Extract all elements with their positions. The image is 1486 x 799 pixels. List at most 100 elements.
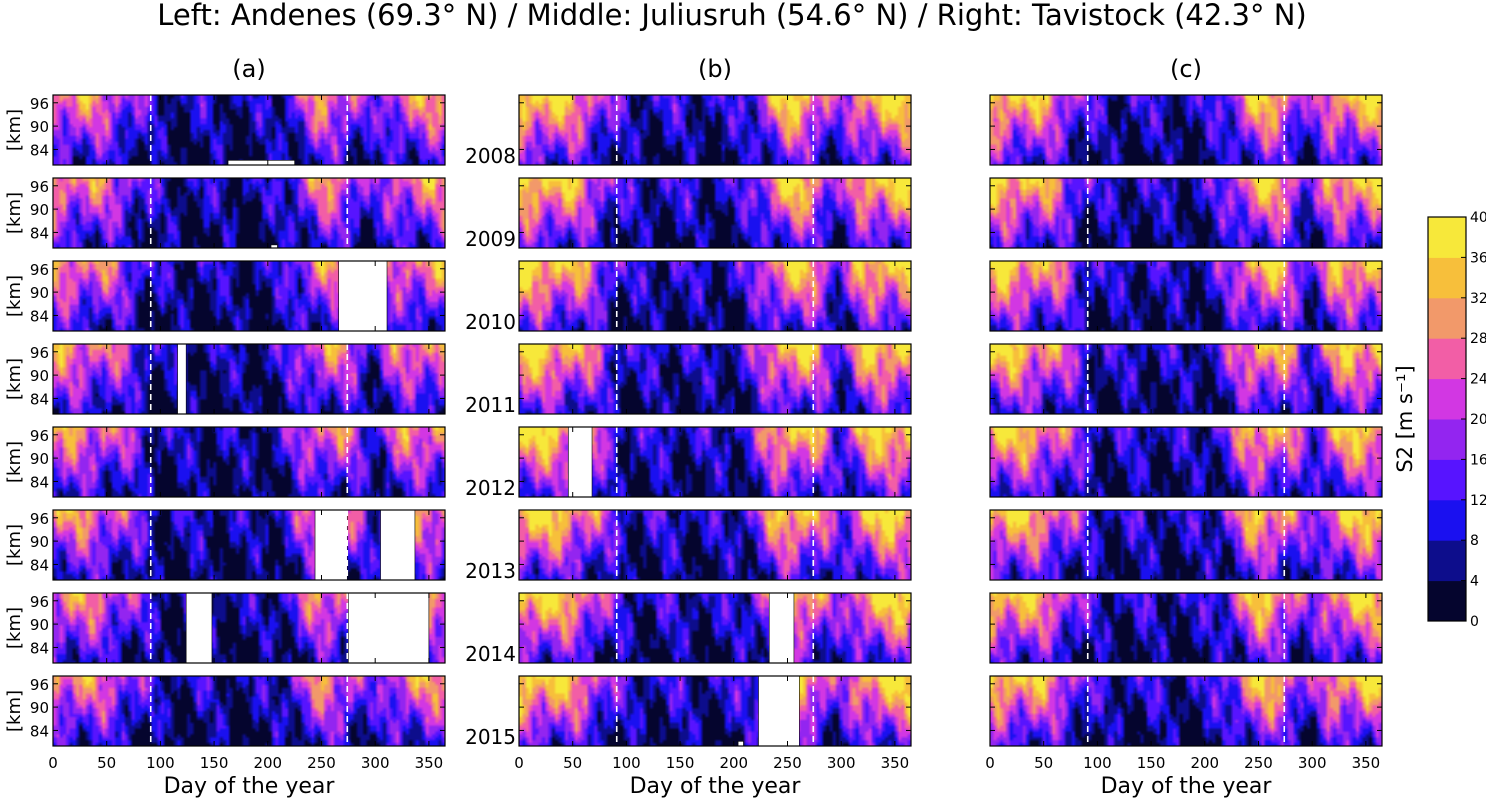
panel-juliusruh-2015: 2015 0 50 100 150 200 250 300 350 Day of the year <box>465 675 912 799</box>
x-axis-label: Day of the year <box>630 774 802 799</box>
panel-frame <box>52 592 446 664</box>
panel-frame <box>989 675 1383 747</box>
y-tick-label: 90 <box>30 699 49 717</box>
colorbar-band <box>1428 580 1466 622</box>
x-axis-label: Day of the year <box>164 774 336 799</box>
y-tick-label: 90 <box>30 616 49 634</box>
year-label: 2015 <box>465 725 516 749</box>
contour-field <box>990 593 1382 663</box>
panel-frame <box>989 260 1383 332</box>
panel-juliusruh-2010: 2010 <box>465 260 912 334</box>
panel-tavistock-2014 <box>989 592 1383 664</box>
contour-field <box>990 261 1382 331</box>
year-label: 2011 <box>465 393 516 417</box>
panel-frame <box>989 592 1383 664</box>
y-tick-label: 84 <box>30 639 49 657</box>
panel-frame <box>518 509 912 581</box>
y-axis-label: [km] <box>4 607 25 649</box>
panel-frame <box>989 343 1383 415</box>
colorbar-band <box>1428 297 1466 339</box>
contour-field <box>53 178 445 248</box>
x-tick-label: 300 <box>827 754 856 772</box>
contour-field <box>53 676 445 746</box>
y-tick-label: 96 <box>30 344 49 362</box>
y-tick-label: 84 <box>30 556 49 574</box>
panel-frame <box>989 177 1383 249</box>
panel-frame <box>518 94 912 166</box>
panel-frame <box>518 592 912 664</box>
contour-field <box>519 344 911 414</box>
y-tick-label: 96 <box>30 95 49 113</box>
panel-andenes-2012: 84 90 96 [km] <box>4 426 446 498</box>
panel-andenes-2013: 84 90 96 [km] <box>4 509 446 581</box>
year-label: 2012 <box>465 476 516 500</box>
y-axis-label: [km] <box>4 275 25 317</box>
x-tick-label: 300 <box>1298 754 1327 772</box>
colorbar-band <box>1428 459 1466 501</box>
colorbar-tick-label: 0 <box>1470 614 1479 630</box>
panel-juliusruh-2011: 2011 <box>465 343 912 417</box>
contour-field <box>53 427 445 497</box>
colorbar-band <box>1428 257 1466 299</box>
x-tick-label: 150 <box>200 754 229 772</box>
panel-tavistock-2013 <box>989 509 1383 581</box>
panel-juliusruh-2013: 2013 <box>465 509 912 583</box>
x-tick-label: 50 <box>563 754 582 772</box>
contour-field <box>990 178 1382 248</box>
data-gap <box>568 426 593 498</box>
panel-tavistock-2012 <box>989 426 1383 498</box>
colorbar-tick-label: 36 <box>1470 250 1486 266</box>
year-label: 2014 <box>465 642 516 666</box>
colorbar-tick-label: 28 <box>1470 331 1486 347</box>
colorbar-tick-label: 40 <box>1470 210 1486 226</box>
y-tick-label: 90 <box>30 367 49 385</box>
x-tick-label: 150 <box>1137 754 1166 772</box>
contour-field <box>53 95 445 165</box>
x-tick-label: 350 <box>415 754 444 772</box>
x-tick-label: 0 <box>985 754 995 772</box>
y-axis-label: [km] <box>4 441 25 483</box>
colorbar-tick-label: 32 <box>1470 291 1486 307</box>
panel-frame <box>518 260 912 332</box>
contour-field <box>519 261 911 331</box>
panel-frame <box>989 94 1383 166</box>
x-tick-label: 50 <box>97 754 116 772</box>
colorbar-band <box>1428 217 1466 258</box>
year-label: 2009 <box>465 227 516 251</box>
x-tick-label: 50 <box>1034 754 1053 772</box>
panel-tavistock-2010 <box>989 260 1383 332</box>
data-gap <box>177 343 187 415</box>
contour-field <box>990 510 1382 580</box>
y-tick-label: 96 <box>30 593 49 611</box>
y-tick-label: 84 <box>30 473 49 491</box>
y-tick-label: 90 <box>30 201 49 219</box>
contour-field <box>990 676 1382 746</box>
panel-andenes-2015: 84 90 96 [km] 0 50 100 150 200 250 300 350 Day of th… <box>4 675 446 799</box>
year-label: 2008 <box>465 144 516 168</box>
panel-frame <box>518 343 912 415</box>
contour-field <box>519 95 911 165</box>
colorbar-label: S2 [m s⁻¹] <box>1393 365 1417 472</box>
data-gap <box>338 260 388 332</box>
colorbar-tick-label: 12 <box>1470 493 1486 509</box>
data-gap <box>768 592 795 664</box>
data-gap <box>758 675 800 747</box>
panel-juliusruh-2012: 2012 <box>465 426 912 500</box>
y-tick-label: 90 <box>30 450 49 468</box>
panel-andenes-2009: 84 90 96 [km] <box>4 177 446 249</box>
y-axis-label: [km] <box>4 358 25 400</box>
colorbar-band <box>1428 419 1466 460</box>
data-gap <box>227 160 295 166</box>
x-tick-label: 200 <box>253 754 282 772</box>
y-tick-label: 96 <box>30 510 49 528</box>
colorbar: 0 4 8 12 16 20 24 28 32 36 40 S2 [m s⁻¹] <box>1393 210 1486 630</box>
panel-frame <box>518 675 912 747</box>
y-tick-label: 84 <box>30 141 49 159</box>
colorbar-band <box>1428 378 1466 420</box>
figure-title: Left: Andenes (69.3° N) / Middle: Julius… <box>157 0 1306 32</box>
panels: (a) 84 90 96 [km] 84 90 96 [km] 84 90 96 [km] 84 90 96 [… <box>4 55 1383 799</box>
x-tick-label: 350 <box>1352 754 1381 772</box>
panel-frame <box>52 260 446 332</box>
y-tick-label: 84 <box>30 224 49 242</box>
